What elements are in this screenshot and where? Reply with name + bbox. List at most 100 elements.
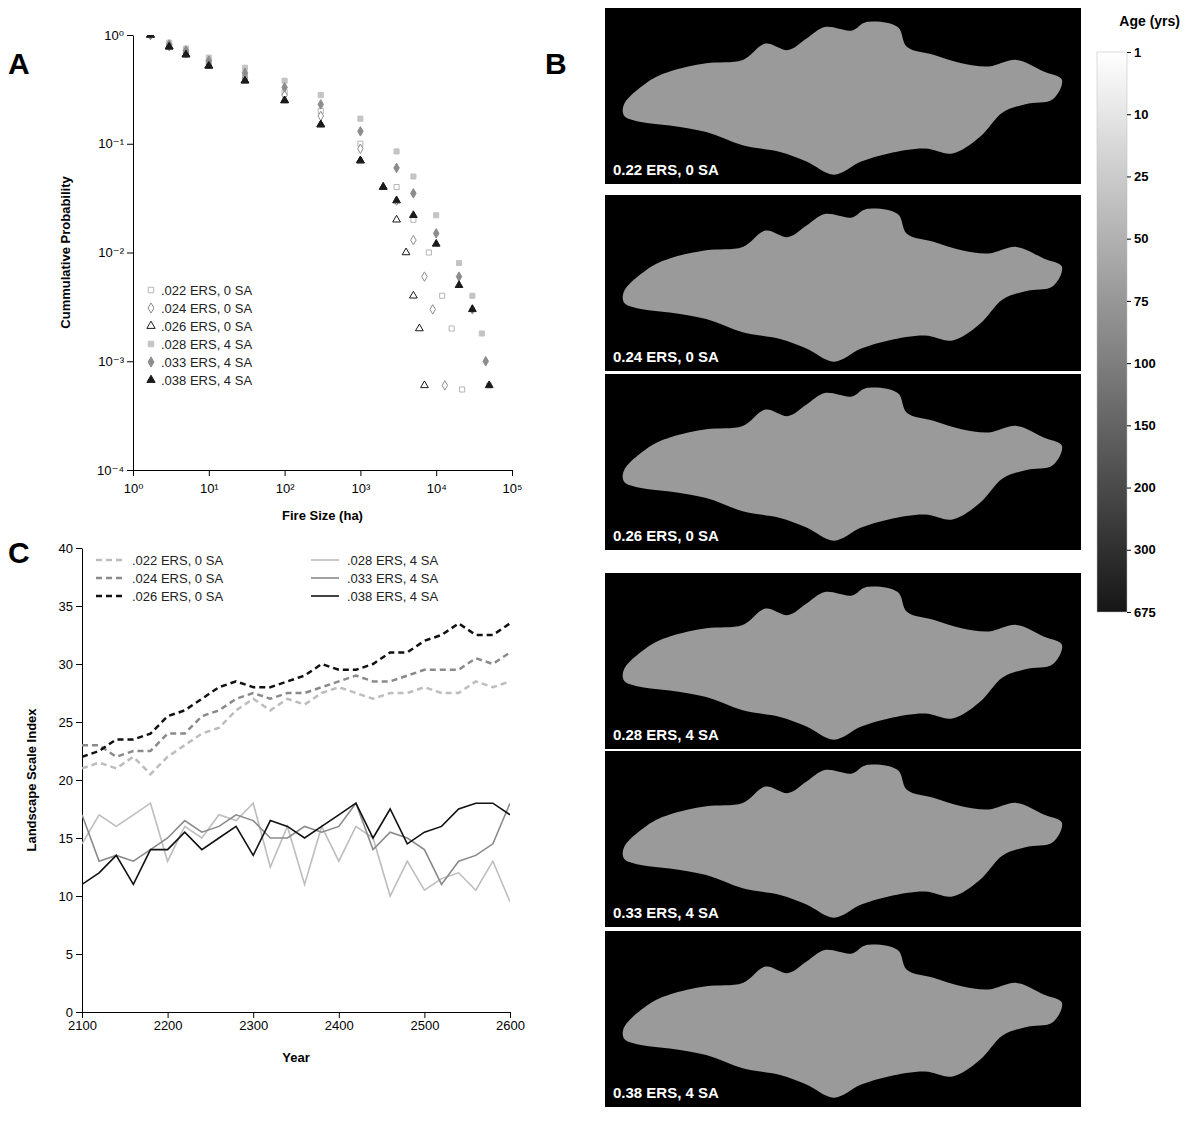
tick-label: 10⁻³: [98, 354, 124, 369]
point: [394, 149, 399, 154]
legend-label: .038 ERS, 4 SA: [347, 589, 438, 604]
tick-mark: [76, 896, 82, 897]
tick: 10: [59, 889, 82, 904]
legend-label: .033 ERS, 4 SA: [161, 355, 252, 370]
point: [434, 213, 439, 218]
map-panel: 0.38 ERS, 4 SA: [605, 931, 1081, 1107]
panel-letter: C: [8, 536, 30, 569]
axis-title: Landscape Scale Index: [24, 708, 39, 852]
point: [358, 116, 363, 121]
tick: 10⁻¹: [98, 136, 133, 151]
tick-label: 10³: [352, 481, 371, 496]
tick: 10⁵: [503, 470, 523, 496]
legend-label: .028 ERS, 4 SA: [161, 337, 252, 352]
map-background: [605, 931, 1081, 1107]
tick: 2300: [239, 1012, 268, 1033]
point: [442, 381, 447, 390]
tick-label: 30: [59, 657, 73, 672]
tick-mark: [76, 664, 82, 665]
x-axis-line: [83, 1012, 511, 1013]
map-label: 0.24 ERS, 0 SA: [613, 348, 719, 365]
legend: .022 ERS, 0 SA.024 ERS, 0 SA.026 ERS, 0 …: [96, 553, 438, 604]
point: [205, 61, 213, 68]
map-landscape: [623, 945, 1063, 1098]
tick-mark: [76, 838, 82, 839]
tick: 2400: [325, 1012, 354, 1033]
tick-mark: [127, 470, 133, 471]
legend-label: .022 ERS, 0 SA: [132, 553, 223, 568]
map-landscape: [623, 22, 1063, 175]
legend-marker: [148, 287, 153, 292]
map-panel: 0.33 ERS, 4 SA: [605, 751, 1081, 927]
tick-mark: [1127, 52, 1131, 53]
tick-label: 75: [1134, 294, 1148, 309]
line: [82, 652, 510, 756]
point: [318, 93, 323, 98]
legend-swatch: [311, 577, 339, 579]
tick-label: 20: [59, 773, 73, 788]
legend-marker: [148, 357, 154, 367]
tick-mark: [1127, 301, 1131, 302]
tick: 10: [1127, 107, 1148, 122]
point: [165, 42, 173, 49]
point: [430, 305, 435, 314]
tick-mark: [1127, 612, 1131, 613]
map-background: [605, 751, 1081, 927]
tick-label: 2400: [325, 1018, 354, 1033]
point: [241, 76, 249, 83]
map-background: [605, 374, 1081, 550]
map-label: 0.38 ERS, 4 SA: [613, 1084, 719, 1101]
tick-mark: [168, 1012, 169, 1018]
tick-mark: [1127, 488, 1131, 489]
map-panel: 0.26 ERS, 0 SA: [605, 374, 1081, 550]
point: [416, 324, 424, 331]
tick-mark: [76, 548, 82, 549]
tick: 75: [1127, 294, 1148, 309]
tick: 10⁻³: [98, 354, 133, 369]
tick-mark: [127, 253, 133, 254]
legend-swatch: [96, 595, 124, 598]
tick-label: 2100: [68, 1018, 97, 1033]
series: [147, 35, 493, 388]
tick-label: 15: [59, 831, 73, 846]
tick-label: 10⁰: [104, 28, 124, 43]
tick-mark: [1127, 239, 1131, 240]
tick: 1: [1127, 45, 1141, 60]
tick: 100: [1127, 356, 1156, 371]
legend-label: .026 ERS, 0 SA: [161, 319, 252, 334]
map-label: 0.33 ERS, 4 SA: [613, 904, 719, 921]
point: [281, 96, 289, 103]
tick: 2600: [496, 1012, 525, 1033]
tick-mark: [76, 954, 82, 955]
tick-mark: [127, 35, 133, 36]
point: [468, 305, 476, 312]
point: [393, 215, 401, 222]
map-landscape: [623, 388, 1063, 541]
point: [411, 174, 416, 179]
point: [432, 239, 440, 246]
tick-label: 10⁻⁴: [97, 463, 124, 478]
tick-label: 25: [1134, 169, 1148, 184]
point: [455, 281, 463, 288]
point: [422, 272, 427, 281]
y-axis-line: [82, 549, 83, 1013]
tick-label: 10⁵: [503, 481, 523, 496]
point: [317, 120, 325, 127]
tick-mark: [253, 1012, 254, 1018]
axis-title: Year: [282, 1050, 309, 1065]
tick: 25: [1127, 169, 1148, 184]
tick-label: 10¹: [200, 481, 219, 496]
map-landscape: [623, 209, 1063, 362]
point: [402, 248, 410, 255]
map-landscape: [623, 587, 1063, 740]
tick-mark: [127, 361, 133, 362]
tick: 10⁰: [124, 470, 144, 496]
map-label: 0.22 ERS, 0 SA: [613, 161, 719, 178]
legend-label: .033 ERS, 4 SA: [347, 571, 438, 586]
map-label: 0.26 ERS, 0 SA: [613, 527, 719, 544]
tick: 2200: [154, 1012, 183, 1033]
tick-label: 200: [1134, 480, 1156, 495]
x-axis: 210022002300240025002600: [68, 1012, 525, 1033]
tick-mark: [76, 1012, 82, 1013]
tick-mark: [1127, 363, 1131, 364]
